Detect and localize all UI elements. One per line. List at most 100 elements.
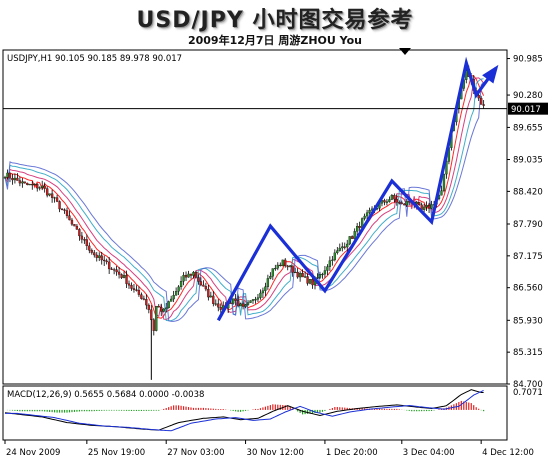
price-tick-label: 85.930: [513, 316, 543, 326]
price-tick-label: 89.655: [513, 123, 543, 133]
candle-body: [356, 226, 359, 232]
candle-body: [390, 195, 394, 200]
candle-body: [403, 203, 406, 206]
candle-body: [239, 303, 242, 307]
macd-label: MACD(12,26,9) 0.5655 0.5684 0.0000 -0.00…: [7, 390, 204, 400]
candle-body: [189, 273, 193, 276]
candle-body: [31, 184, 34, 186]
price-tick-label: 84.700: [513, 380, 543, 390]
candle-body: [6, 172, 9, 178]
candle-body: [348, 236, 351, 245]
candle-body: [170, 298, 173, 302]
candle-body: [477, 95, 480, 99]
candle-body: [303, 276, 307, 278]
candle-body: [58, 201, 61, 210]
candle-body: [150, 309, 153, 320]
candle-body: [415, 202, 418, 205]
candle-body: [3, 177, 7, 179]
candle-body: [249, 300, 252, 303]
candle-body: [236, 300, 240, 307]
candle-body: [165, 307, 168, 310]
candle-body: [246, 302, 250, 305]
candle-body: [140, 294, 143, 299]
symbol-info: USDJPY,H1 90.105 90.185 89.978 90.017: [7, 54, 182, 64]
candle-body: [400, 202, 403, 205]
candle-body: [197, 277, 200, 282]
candle-body: [353, 231, 356, 239]
candle-body: [316, 277, 319, 279]
candle-body: [55, 197, 59, 202]
candle-body: [294, 271, 297, 274]
candle-body: [301, 273, 304, 278]
candle-body: [108, 261, 111, 270]
candle-body: [184, 274, 188, 278]
candle-body: [8, 172, 12, 179]
candle-body: [26, 182, 29, 185]
candle-body: [232, 298, 235, 304]
candle-body: [358, 226, 361, 228]
candle-body: [365, 212, 369, 217]
candle-body: [167, 301, 170, 309]
macd-axis-max-label: 0.7071: [513, 388, 543, 398]
candle-body: [388, 199, 391, 202]
chart-title: USD/JPY 小时图交易参考: [136, 8, 414, 33]
candle-body: [393, 195, 396, 200]
candle-body: [328, 260, 332, 267]
candle-body: [427, 205, 431, 209]
candle-body: [162, 308, 165, 312]
time-tick-label: 30 Nov 12:00: [247, 448, 304, 458]
current-price-tag: [508, 102, 548, 115]
zigzag-arrowhead: [482, 64, 499, 84]
candle-body: [132, 288, 136, 290]
candle-body: [85, 239, 88, 247]
candle-body: [289, 265, 292, 268]
candle-body: [18, 180, 22, 184]
candle-body: [363, 215, 366, 219]
current-price-label: 90.017: [511, 105, 541, 115]
candle-body: [440, 190, 443, 196]
candle-body: [179, 281, 183, 288]
candle-body: [13, 177, 17, 181]
candle-body: [192, 271, 195, 276]
candle-body: [36, 183, 39, 189]
candle-body: [46, 188, 49, 196]
candle-body: [266, 278, 270, 287]
candle-body: [100, 255, 103, 261]
candle-body: [425, 205, 428, 208]
candle-body: [338, 247, 341, 251]
price-tick-label: 87.790: [513, 220, 543, 230]
time-tick-label: 24 Nov 2009: [6, 448, 60, 458]
price-tick-label: 85.315: [513, 348, 543, 358]
candle-body: [78, 229, 81, 237]
candle-body: [318, 273, 322, 278]
candle-body: [122, 275, 126, 278]
candle-body: [445, 161, 448, 175]
candle-body: [296, 271, 299, 278]
candle-body: [125, 275, 128, 284]
candle-body: [274, 268, 277, 270]
candle-body: [279, 264, 282, 267]
candle-body: [482, 104, 485, 106]
candle-body: [480, 97, 483, 105]
candle-body: [50, 193, 54, 198]
candle-body: [212, 295, 215, 304]
candle-body: [147, 304, 150, 310]
candle-body: [306, 276, 309, 284]
candle-body: [229, 302, 232, 304]
candle-body: [311, 279, 314, 286]
price-tick-label: 89.035: [513, 156, 543, 166]
candle-body: [157, 305, 160, 308]
candle-body: [276, 264, 279, 269]
candle-body: [204, 286, 208, 290]
main-chart-frame: [2, 49, 508, 385]
candle-body: [395, 199, 398, 203]
candle-body: [333, 252, 336, 261]
candle-body: [442, 173, 446, 191]
candle-body: [75, 225, 79, 230]
candle-body: [321, 273, 324, 276]
macd-signal-line: [5, 389, 484, 432]
candle-body: [127, 283, 131, 286]
candle-body: [182, 274, 185, 282]
candle-body: [11, 178, 14, 181]
